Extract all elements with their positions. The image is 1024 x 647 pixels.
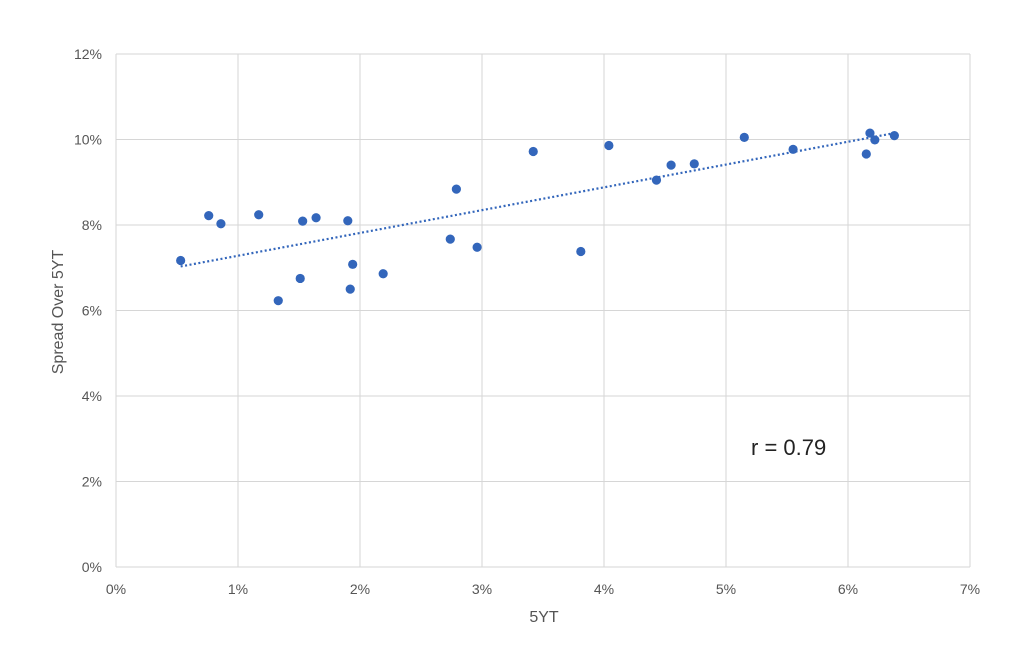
data-point bbox=[254, 210, 264, 220]
y-tick-label: 4% bbox=[82, 388, 102, 404]
x-tick-label: 0% bbox=[106, 581, 126, 597]
data-point bbox=[273, 296, 283, 306]
data-point bbox=[739, 132, 749, 142]
y-tick-label: 12% bbox=[74, 46, 102, 62]
data-point bbox=[528, 146, 538, 157]
x-tick-label: 3% bbox=[472, 581, 492, 597]
data-point bbox=[298, 216, 308, 226]
tick-labels: 0% 1% 2% 3% 4% 5% 6% 7% 0% 2% 4% 6% 8% 10% 12% bbox=[74, 46, 980, 597]
data-point bbox=[666, 160, 676, 170]
data-point bbox=[343, 216, 353, 226]
data-point bbox=[870, 135, 880, 145]
y-tick-label: 8% bbox=[82, 217, 102, 233]
grid bbox=[115, 53, 971, 568]
data-point bbox=[345, 284, 355, 294]
data-point bbox=[689, 159, 699, 169]
data-point bbox=[311, 213, 321, 223]
data-point bbox=[889, 131, 899, 141]
x-tick-label: 6% bbox=[838, 581, 858, 597]
y-axis-title: Spread Over 5YT bbox=[50, 250, 67, 375]
data-point bbox=[445, 234, 455, 244]
y-tick-label: 10% bbox=[74, 132, 102, 148]
y-tick-label: 0% bbox=[82, 559, 102, 575]
data-point bbox=[576, 246, 586, 257]
data-point bbox=[451, 184, 461, 194]
y-tick-label: 2% bbox=[82, 474, 102, 490]
x-axis-title: 5YT bbox=[529, 609, 559, 626]
data-point bbox=[788, 144, 798, 154]
data-point bbox=[472, 242, 482, 252]
data-point bbox=[176, 255, 186, 266]
correlation-annotation: r = 0.79 bbox=[751, 435, 826, 460]
data-point bbox=[378, 269, 388, 279]
data-point bbox=[861, 149, 871, 159]
data-point bbox=[295, 273, 305, 284]
x-tick-label: 7% bbox=[960, 581, 980, 597]
data-point bbox=[348, 259, 358, 269]
x-tick-label: 5% bbox=[716, 581, 736, 597]
data-points bbox=[176, 128, 899, 306]
x-tick-label: 2% bbox=[350, 581, 370, 597]
data-point bbox=[204, 210, 214, 221]
data-point bbox=[216, 219, 226, 229]
data-point bbox=[604, 140, 614, 151]
data-point bbox=[865, 128, 875, 138]
y-tick-label: 6% bbox=[82, 303, 102, 319]
data-point bbox=[651, 175, 662, 185]
x-tick-label: 4% bbox=[594, 581, 614, 597]
x-tick-label: 1% bbox=[228, 581, 248, 597]
